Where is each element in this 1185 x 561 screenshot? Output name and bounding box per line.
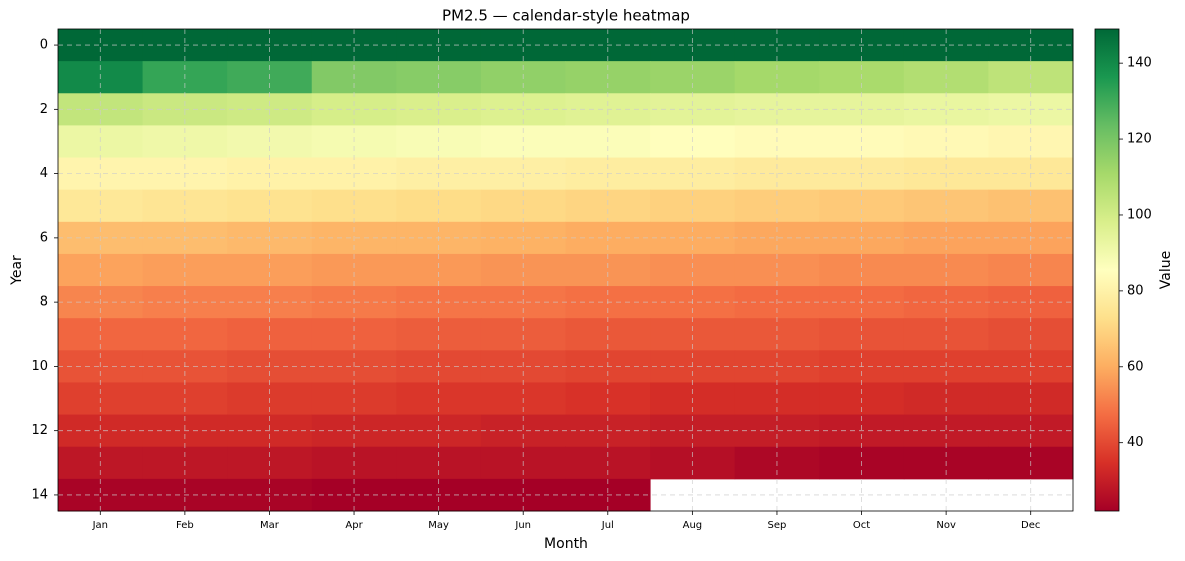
colorbar [1094, 28, 1120, 512]
y-tick-label: 4 [40, 166, 48, 181]
y-tick-label: 8 [40, 295, 48, 310]
y-tick-label: 0 [40, 38, 48, 53]
x-tick-label: Mar [260, 520, 280, 531]
x-tick-label: Sep [768, 520, 787, 531]
x-tick-label: Feb [176, 520, 194, 531]
x-tick-label: May [428, 520, 449, 531]
x-axis-label: Month [544, 536, 588, 552]
y-tick-label: 14 [31, 487, 48, 502]
x-tick-label: Apr [345, 520, 363, 531]
colorbar-tick-label: 140 [1127, 56, 1152, 71]
x-tick-label: Oct [853, 520, 870, 531]
colorbar-tick-label: 80 [1127, 283, 1144, 298]
colorbar-tick-label: 100 [1127, 207, 1152, 222]
x-tick-label: Aug [683, 520, 703, 531]
x-tick-label: Jul [601, 520, 614, 531]
x-tick-label: Jun [514, 520, 531, 531]
y-tick-label: 12 [31, 423, 48, 438]
x-tick-label: Dec [1021, 520, 1040, 531]
y-tick-label: 6 [40, 230, 48, 245]
y-tick-label: 2 [40, 102, 48, 117]
colorbar-tick-label: 60 [1127, 359, 1144, 374]
colorbar-label: Value [1158, 251, 1174, 289]
colorbar-tick-label: 120 [1127, 132, 1152, 147]
x-tick-label: Nov [936, 520, 956, 531]
x-tick-label: Jan [92, 520, 108, 531]
y-tick-label: 10 [31, 359, 48, 374]
chart-title: PM2.5 — calendar-style heatmap [442, 7, 690, 25]
plot-frame [57, 28, 1074, 512]
colorbar-tick-label: 40 [1127, 435, 1144, 450]
y-axis-label: Year [9, 255, 25, 286]
